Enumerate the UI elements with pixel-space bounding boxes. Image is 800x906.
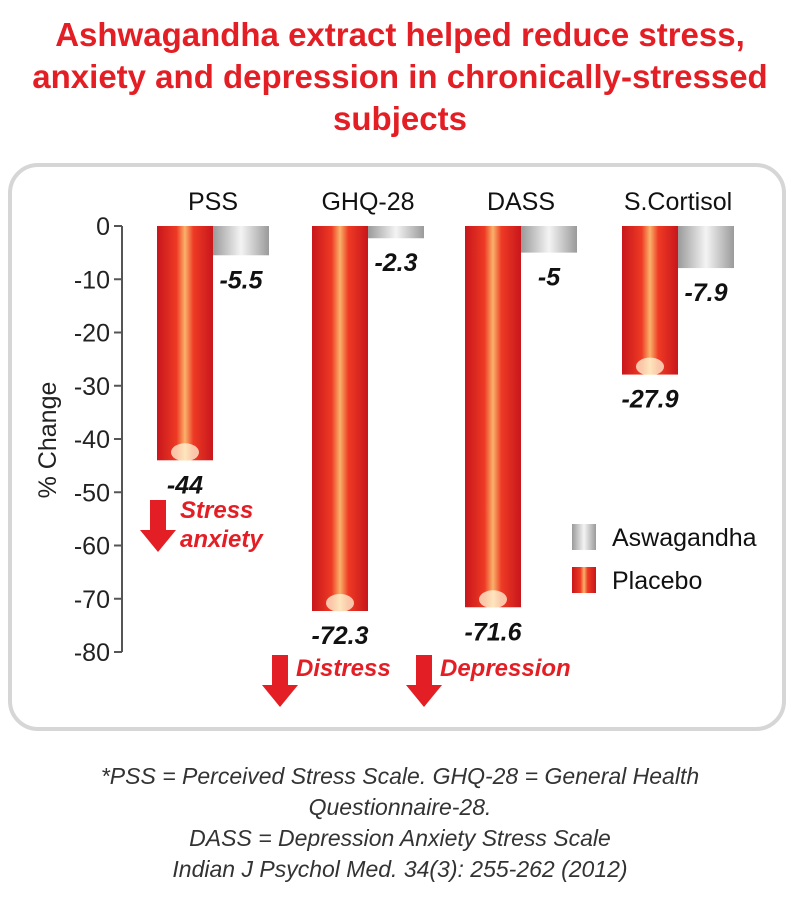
y-tick-label: -70 (74, 586, 110, 614)
value-label-ashwagandha: -5.5 (219, 266, 263, 294)
legend-label: Aswagandha (612, 524, 757, 552)
footnote-line-2: Questionnaire-28. (308, 794, 492, 820)
y-axis-label: % Change (34, 382, 62, 499)
annotation-label: anxiety (180, 526, 264, 553)
y-tick-label: -60 (74, 533, 110, 561)
title-line-1: Ashwagandha extract helped reduce stress… (55, 16, 745, 53)
value-label-ashwagandha: -7.9 (684, 279, 727, 307)
value-label-placebo: -44 (167, 471, 203, 499)
y-tick-label: -20 (74, 320, 110, 348)
down-arrow-icon (262, 655, 298, 707)
y-tick-label: 0 (96, 213, 110, 241)
category-label: GHQ-28 (321, 188, 414, 216)
bar-placebo (465, 226, 521, 608)
category-label: PSS (188, 188, 238, 216)
bar-ashwagandha (678, 226, 734, 269)
legend-label: Placebo (612, 567, 702, 595)
category-label: S.Cortisol (624, 188, 732, 216)
y-tick-label: -40 (74, 426, 110, 454)
value-label-placebo: -71.6 (465, 618, 523, 646)
y-tick-label: -10 (74, 266, 110, 294)
y-tick-label: -80 (74, 639, 110, 667)
annotation-label: Stress (180, 497, 253, 524)
value-label-placebo: -27.9 (622, 386, 679, 414)
value-label-ashwagandha: -2.3 (374, 249, 417, 277)
bar-ashwagandha (213, 226, 269, 256)
legend-swatch-ashwagandha (572, 524, 596, 550)
bar-placebo-highlight (326, 593, 354, 612)
title-line-3: subjects (333, 100, 467, 137)
bar-placebo (622, 226, 678, 375)
footnote-line-4: Indian J Psychol Med. 34(3): 255-262 (20… (172, 856, 628, 882)
down-arrow-icon (140, 500, 176, 552)
bar-placebo (157, 226, 213, 461)
footnote-line-3: DASS = Depression Anxiety Stress Scale (189, 825, 611, 851)
bar-placebo-highlight (171, 443, 199, 462)
bar-ashwagandha (368, 226, 424, 239)
bar-placebo-highlight (636, 357, 664, 376)
bar-ashwagandha (521, 226, 577, 253)
annotation-label: Distress (296, 655, 391, 682)
chart-title: Ashwagandha extract helped reduce stress… (0, 14, 800, 140)
down-arrow-icon (406, 655, 442, 707)
y-tick-label: -30 (74, 373, 110, 401)
y-tick-label: -50 (74, 479, 110, 507)
annotation-label: Depression (440, 655, 571, 682)
value-label-ashwagandha: -5 (538, 264, 561, 292)
bar-placebo-highlight (479, 590, 507, 609)
legend-swatch-placebo (572, 567, 596, 593)
bar-placebo (312, 226, 368, 611)
title-line-2: anxiety and depression in chronically-st… (32, 58, 768, 95)
value-label-placebo: -72.3 (312, 622, 369, 650)
category-label: DASS (487, 188, 555, 216)
footnote: *PSS = Perceived Stress Scale. GHQ-28 = … (0, 761, 800, 885)
chart-plot: 0 -10 -20 -30 -40 -50 -60 -70 -80 % Change PSS GHQ… (34, 188, 757, 707)
footnote-line-1: *PSS = Perceived Stress Scale. GHQ-28 = … (100, 763, 700, 789)
